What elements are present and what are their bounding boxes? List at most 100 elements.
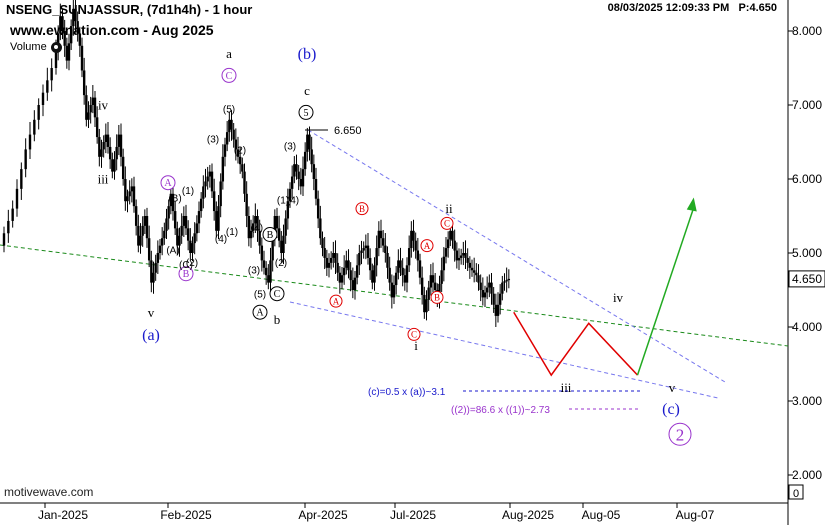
volume-axis-box: [788, 484, 804, 500]
candle-body: [230, 119, 233, 130]
candle-body: [260, 245, 264, 261]
candle-body: [245, 193, 248, 216]
candle-body: [236, 149, 240, 157]
candle-body: [74, 8, 77, 22]
wave-label-circle: [407, 327, 421, 341]
candle-body: [477, 275, 480, 283]
x-tick-label: Aug-05: [582, 508, 621, 522]
candle-body: [401, 267, 404, 276]
candle-body: [386, 253, 389, 268]
x-tick-label: Aug-07: [676, 508, 715, 522]
candle-body: [416, 250, 420, 261]
candle-body: [462, 253, 465, 256]
wave-label: B: [434, 293, 440, 303]
candle-body: [423, 294, 426, 313]
candle-body: [11, 208, 14, 221]
candle-body: [59, 16, 62, 34]
candle-body: [219, 181, 222, 207]
fib-label: ((2))=86.6 x ((1))~2.73: [451, 405, 550, 416]
candle-body: [134, 206, 138, 226]
gear-icon[interactable]: [50, 41, 62, 53]
candle-body: [358, 253, 361, 266]
candle-body: [178, 235, 181, 246]
candle-body: [191, 243, 194, 253]
candle-body: [479, 282, 482, 290]
candle-body: [143, 216, 147, 226]
candle-body: [414, 240, 417, 251]
sub-wave-label: (C): [179, 260, 193, 271]
candle-body: [308, 134, 311, 150]
candle-body: [262, 260, 266, 268]
wave-label: 2: [676, 425, 685, 444]
candle-body: [221, 156, 225, 182]
candle-body: [366, 245, 370, 258]
candle-body: [440, 270, 443, 284]
candle-body: [286, 201, 290, 219]
candle-body: [407, 248, 411, 266]
sub-wave-label: (4): [251, 223, 263, 234]
candle-body: [225, 132, 229, 145]
candle-body: [243, 171, 246, 194]
x-tick-label: Feb-2025: [160, 508, 212, 522]
candle-body: [78, 33, 82, 46]
sub-wave-label: (4): [215, 234, 227, 245]
volume-indicator[interactable]: Volume: [10, 41, 62, 53]
candle-body: [117, 134, 121, 147]
candle-body: [269, 260, 272, 283]
wave-label: (c): [662, 401, 680, 418]
x-tick-label: Apr-2025: [298, 508, 348, 522]
candle-body: [394, 272, 398, 286]
volume-label: Volume: [10, 41, 47, 53]
y-tick-label: 4.000: [792, 320, 822, 334]
price-readout: P:4.650: [738, 2, 777, 14]
wave-label-circle: [262, 227, 278, 242]
candle-body: [156, 253, 160, 263]
candle-body: [453, 240, 456, 251]
candle-body: [381, 238, 385, 246]
sub-wave-label: (5): [254, 290, 266, 301]
candle-body: [41, 92, 45, 105]
wave-label-circle: [252, 304, 268, 320]
candle-body: [431, 275, 435, 283]
candle-body: [310, 149, 313, 165]
candle-body: [312, 164, 316, 179]
candle-body: [20, 169, 23, 189]
candle-body: [210, 171, 214, 192]
candle-body: [186, 228, 190, 241]
candle-body: [93, 97, 97, 118]
wave-label-circle: [355, 202, 369, 216]
candle-body: [492, 293, 495, 305]
candle-body: [507, 278, 511, 281]
candle-body: [258, 230, 261, 246]
candle-body: [50, 68, 53, 81]
candle-body: [349, 270, 352, 281]
candle-body: [446, 239, 450, 249]
wave-label: b: [274, 312, 281, 327]
sub-wave-label: (A): [166, 245, 179, 256]
candle-body: [254, 216, 257, 224]
candle-body: [353, 277, 357, 290]
candle-body: [76, 21, 79, 34]
candle-body: [33, 119, 36, 135]
candle-body: [457, 257, 461, 261]
y-tick-label: 8.000: [792, 24, 822, 38]
candle-body: [95, 117, 99, 138]
candle-body: [171, 193, 175, 212]
candle-body: [295, 164, 298, 172]
candle-body: [204, 181, 207, 187]
wave-label-circle: [430, 290, 444, 304]
sub-wave-label: (3): [207, 134, 219, 145]
wave-label: C: [444, 219, 450, 229]
fib-label: (c)=0.5 x (a))~3.1: [368, 387, 446, 398]
candle-body: [163, 230, 166, 239]
candle-body: [113, 159, 116, 172]
candle-body: [427, 287, 430, 300]
candle-body: [132, 186, 136, 207]
candle-body: [199, 198, 203, 212]
candle-body: [195, 223, 199, 234]
candle-body: [314, 179, 318, 199]
candle-body: [340, 275, 344, 283]
candle-body: [470, 267, 474, 271]
candle-body: [319, 218, 322, 239]
